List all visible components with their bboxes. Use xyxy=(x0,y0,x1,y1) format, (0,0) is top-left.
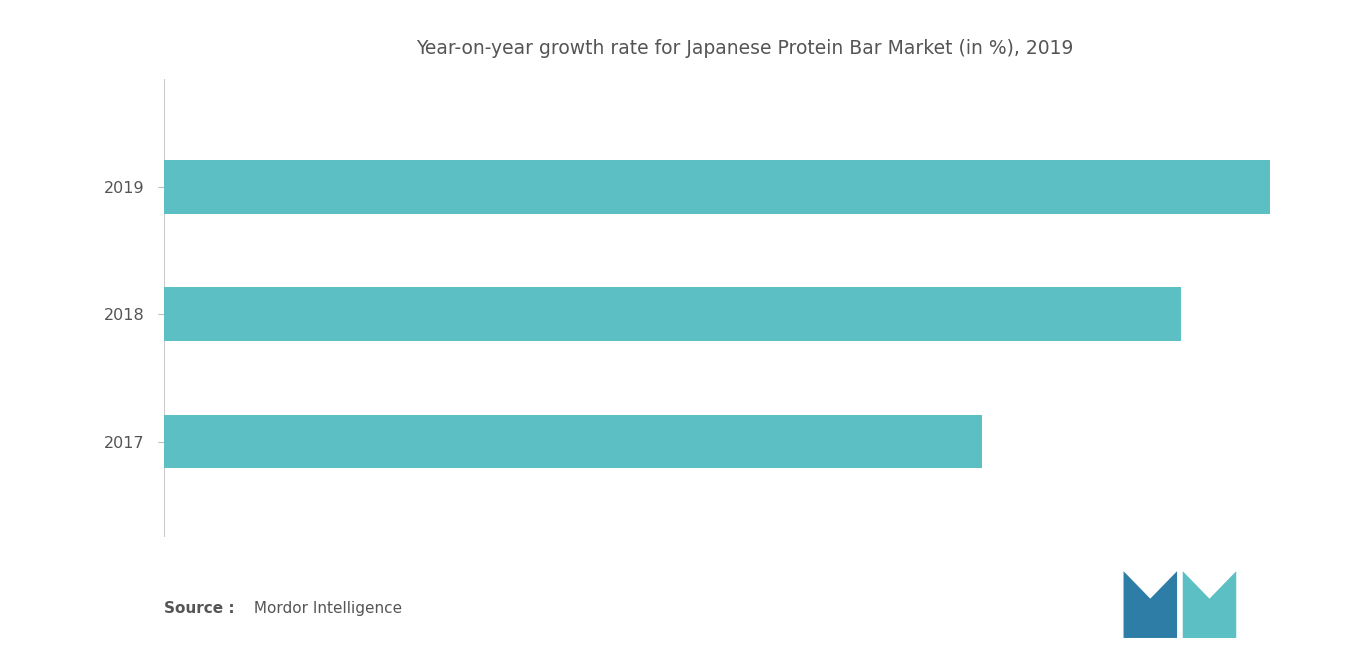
Bar xyxy=(164,415,982,468)
Text: Source :: Source : xyxy=(164,601,235,616)
Bar xyxy=(164,288,1182,341)
Polygon shape xyxy=(1183,571,1236,638)
Title: Year-on-year growth rate for Japanese Protein Bar Market (in %), 2019: Year-on-year growth rate for Japanese Pr… xyxy=(415,39,1074,58)
Polygon shape xyxy=(1123,571,1177,638)
Text: Mordor Intelligence: Mordor Intelligence xyxy=(249,601,402,616)
Bar xyxy=(164,160,1270,214)
